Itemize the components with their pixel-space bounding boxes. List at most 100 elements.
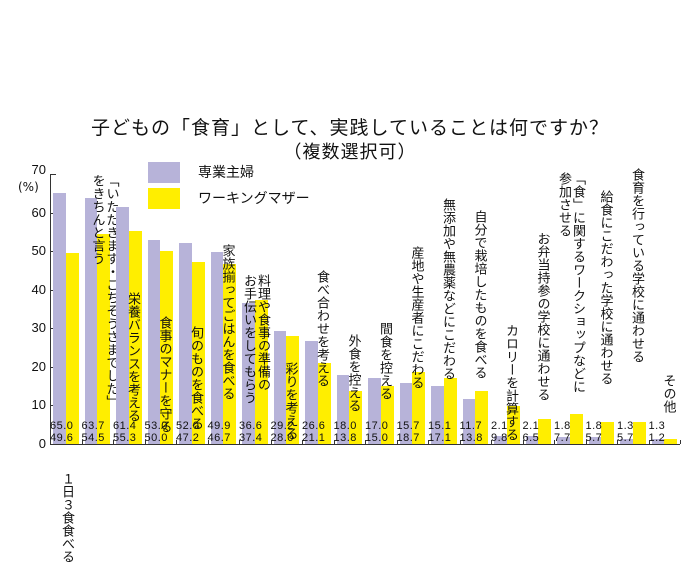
value-labels: 49.9 46.7	[208, 420, 248, 444]
bar-working-mother	[569, 414, 583, 444]
bar-working-mother	[65, 252, 79, 444]
y-tick-mark	[50, 174, 56, 175]
bar-housewife	[462, 398, 476, 444]
bar-group: お弁当持参の学校に通わせる 2.1 6.5	[523, 174, 555, 444]
bar-working-mother	[191, 261, 205, 444]
value-labels: 1.3 5.7	[617, 420, 657, 444]
x-tick-mark	[648, 440, 650, 444]
bar-housewife	[557, 437, 570, 444]
value-labels: 2.1 9.8	[491, 420, 531, 444]
value-working-mother: 1.2	[648, 432, 666, 444]
bar-working-mother	[254, 299, 268, 444]
value-working-mother: 5.7	[585, 432, 603, 444]
value-housewife: 1.8	[585, 420, 603, 432]
value-working-mother: 6.5	[522, 432, 540, 444]
value-working-mother: 46.7	[207, 432, 231, 444]
x-tick-mark	[680, 440, 681, 444]
category-label: 産地や生産者にこだわる	[408, 246, 424, 389]
value-labels: 61.4 55.3	[113, 420, 153, 444]
category-label: その他	[660, 374, 676, 413]
value-labels: 1.3 1.2	[649, 420, 689, 444]
x-tick-mark	[144, 440, 146, 444]
y-tick-label: 30	[31, 320, 46, 336]
x-axis	[50, 444, 680, 445]
value-housewife: 1.3	[648, 420, 666, 432]
bar-housewife	[210, 251, 224, 444]
category-label: 自分で栽培したものを食べる	[471, 210, 487, 379]
bar-group: 料理や食事の準備の お手伝いをしてもらう 36.6 37.4	[239, 174, 271, 444]
category-label: 家族揃ってごはんを食べる	[219, 244, 235, 400]
y-tick-label: 60	[31, 204, 46, 220]
x-tick-mark	[522, 440, 524, 444]
category-label: 食事のマナーを守る	[156, 316, 172, 433]
value-housewife: 18.0	[333, 420, 357, 432]
bar-housewife	[242, 302, 255, 444]
value-labels: 17.0 15.0	[365, 420, 405, 444]
bar-working-mother	[412, 371, 425, 444]
value-labels: 11.7 13.8	[460, 420, 500, 444]
y-axis	[50, 174, 51, 444]
x-tick-mark	[81, 440, 83, 444]
value-labels: 29.2 28.0	[271, 420, 311, 444]
x-tick-mark	[617, 440, 618, 444]
bar-working-mother	[380, 386, 394, 444]
value-housewife: 49.9	[207, 420, 231, 432]
value-working-mother: 50.0	[144, 432, 168, 444]
value-labels: 1.8 5.7	[586, 420, 626, 444]
value-labels: 65.0 49.6	[50, 420, 90, 444]
x-tick-mark	[302, 440, 303, 444]
value-labels: 15.1 17.1	[428, 420, 468, 444]
y-tick-label: 70	[31, 162, 46, 177]
value-working-mother: 21.1	[302, 432, 326, 444]
legend-item-working-mother: ワーキングマザー	[148, 186, 310, 210]
value-working-mother: 55.3	[113, 432, 137, 444]
bar-working-mother	[506, 406, 520, 444]
bar-housewife	[305, 341, 318, 444]
bar-group: その他 1.3 1.2	[649, 174, 681, 444]
value-working-mother: 13.8	[333, 432, 357, 444]
x-tick-mark	[239, 440, 240, 444]
legend-swatch-housewife	[148, 161, 180, 183]
bar-housewife	[53, 193, 66, 444]
bar-group: 無添加や無農薬などにこだわる 15.1 17.1	[428, 174, 460, 444]
bar-housewife	[525, 435, 539, 444]
legend-item-housewife: 専業主婦	[148, 160, 310, 184]
value-working-mother: 47.2	[176, 432, 200, 444]
value-labels: 26.6 21.1	[302, 420, 342, 444]
bar-working-mother	[97, 233, 110, 444]
bar-working-mother	[632, 422, 646, 444]
bar-group: 自分で栽培したものを食べる 11.7 13.8	[460, 174, 492, 444]
value-working-mother: 28.0	[270, 432, 294, 444]
value-labels: 52.0 47.2	[176, 420, 216, 444]
value-housewife: 2.1	[522, 420, 540, 432]
category-label: 旬のものを食べる	[188, 326, 203, 430]
category-label: 外食を控える	[345, 334, 361, 412]
category-label: お弁当持参の学校に通わせる	[534, 232, 550, 401]
bar-working-mother	[317, 362, 331, 444]
bar-group: 食べ合わせを考える 26.6 21.1	[302, 174, 334, 444]
x-tick-mark	[176, 440, 177, 444]
bar-working-mother	[286, 336, 299, 444]
value-labels: 15.7 18.7	[397, 420, 437, 444]
bar-group: 外食を控える 18.0 13.8	[334, 174, 366, 444]
x-tick-mark	[333, 440, 335, 444]
value-labels: 2.1 6.5	[523, 420, 563, 444]
bar-housewife	[336, 374, 350, 444]
legend-label-working-mother: ワーキングマザー	[198, 191, 310, 207]
bar-working-mother	[443, 378, 457, 444]
bar-group: １日３食食べる 65.0 49.6	[50, 174, 82, 563]
y-tick-label: 10	[31, 397, 46, 413]
bar-working-mother	[475, 390, 488, 444]
bar-housewife	[368, 378, 381, 444]
category-label: 栄養バランスを考える	[125, 292, 140, 422]
value-working-mother: 54.5	[81, 432, 105, 444]
value-working-mother: 17.1	[428, 432, 452, 444]
value-housewife: 36.6	[239, 420, 263, 432]
value-labels: 18.0 13.8	[334, 420, 374, 444]
category-label: １日３食食べる	[59, 472, 74, 563]
value-working-mother: 13.8	[459, 432, 483, 444]
bar-working-mother	[223, 263, 236, 444]
value-housewife: 63.7	[81, 420, 105, 432]
x-tick-mark	[113, 440, 114, 444]
x-tick-mark	[585, 440, 587, 444]
